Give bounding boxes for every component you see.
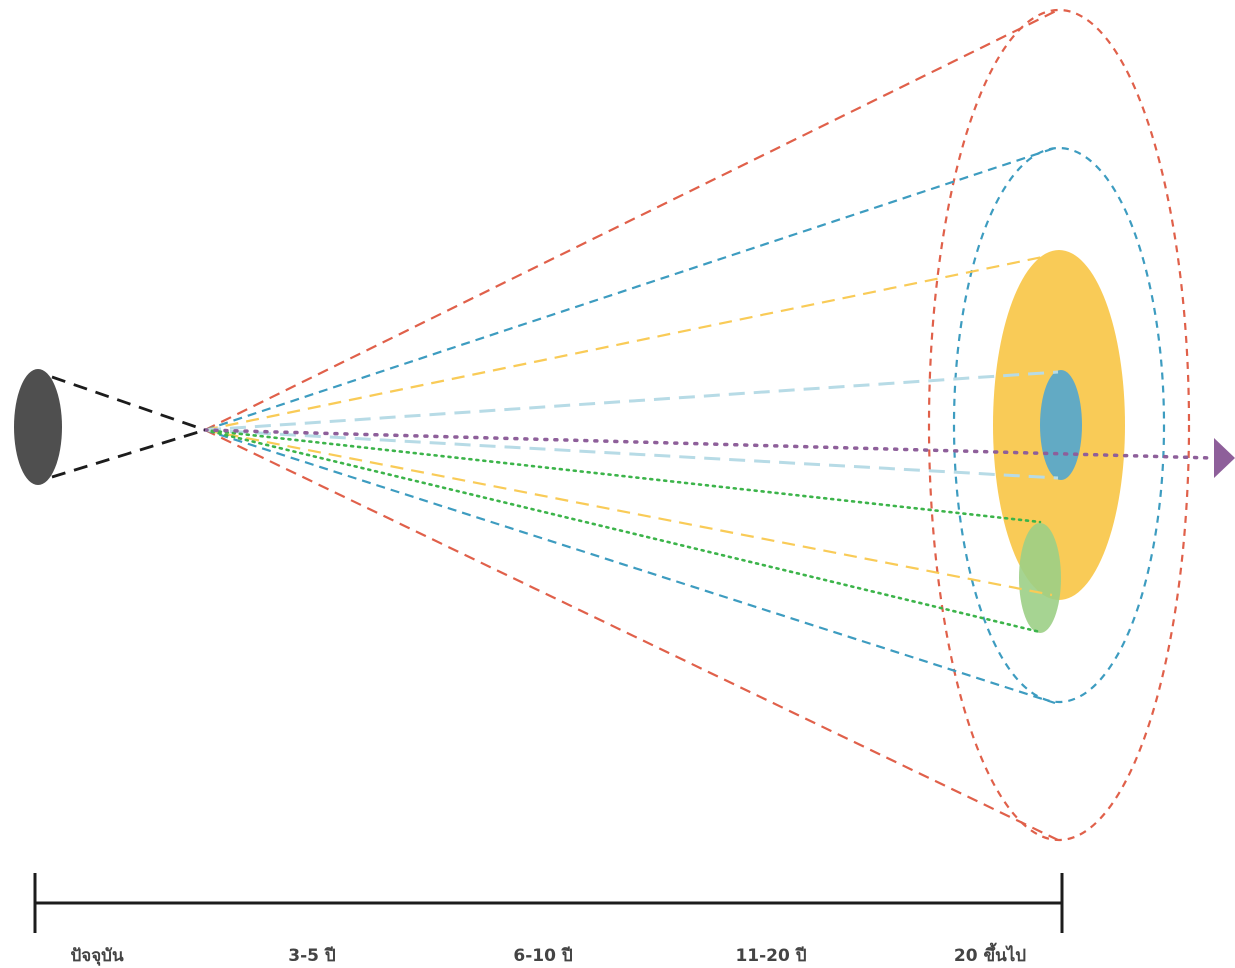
timeline-label-present: ปัจจุบัน: [70, 946, 124, 966]
plausible-futures-boundary: [952, 146, 1166, 704]
green-future-ellipse: [1019, 523, 1061, 633]
plausible-cone-bottom-line: [204, 428, 1056, 705]
timeline-label-3-5-years: 3-5 ปี: [288, 945, 336, 966]
timeline-label-20-plus-years: 20 ขึ้นไป: [954, 942, 1026, 966]
possible-cone-top-line: [204, 9, 1059, 431]
plausible-cone-top-line: [204, 146, 1056, 432]
present-viewpoint-ellipse: [14, 369, 62, 485]
timeline-label-11-20-years: 11-20 ปี: [735, 945, 806, 966]
possible-cone-bottom-line: [204, 429, 1059, 841]
probable-cone-top-line: [204, 370, 1059, 432]
projected-trend-arrowhead: [1214, 438, 1235, 478]
green-cone-top-line: [203, 428, 1042, 524]
viewpoint-bottom-line: [51, 428, 206, 479]
preferable-cone-bottom-line: [204, 428, 1053, 597]
timeline-label-6-10-years: 6-10 ปี: [513, 945, 572, 966]
green-cone-bottom-line: [203, 428, 1042, 634]
viewpoint-top-line: [51, 375, 206, 432]
possible-futures-boundary: [927, 8, 1191, 842]
projected-trend-line: [203, 428, 1214, 460]
preferable-cone-top-line: [204, 253, 1053, 432]
probable-future-ellipse: [1040, 370, 1082, 480]
probable-cone-bottom-line: [204, 428, 1059, 480]
